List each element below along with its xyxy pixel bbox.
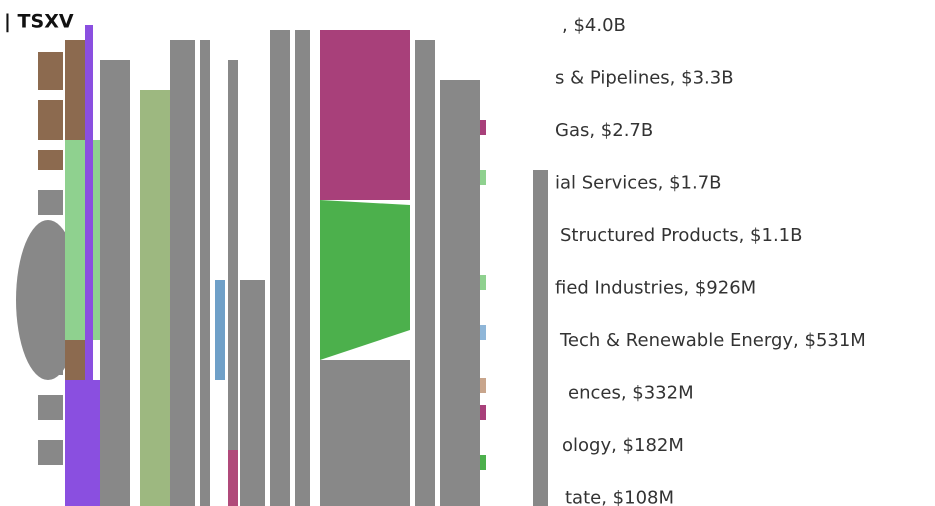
node-label: ology, $182M (562, 435, 684, 456)
node-label: fied Industries, $926M (555, 278, 756, 299)
node-label: ial Services, $1.7B (555, 173, 722, 194)
label-list: , $4.0B s & Pipelines, $3.3B Gas, $2.7B ial… (555, 15, 866, 506)
node-label: , $4.0B (562, 15, 626, 36)
node-label: Structured Products, $1.1B (560, 225, 802, 246)
node-label: Gas, $2.7B (555, 120, 653, 141)
title: | TSXV (4, 11, 74, 33)
screenshot: | TSXV , $4.0B s & Pipelines, $3.3B Gas, $… (0, 0, 935, 506)
node-label: s & Pipelines, $3.3B (555, 68, 734, 89)
node-label: ences, $332M (568, 383, 694, 404)
glitched-graphic (16, 25, 548, 506)
node-label: Tech & Renewable Energy, $531M (559, 330, 866, 351)
page: {"header": {"title": "| TSXV"}, "labels"… (0, 0, 935, 506)
node-label: tate, $108M (565, 488, 674, 506)
